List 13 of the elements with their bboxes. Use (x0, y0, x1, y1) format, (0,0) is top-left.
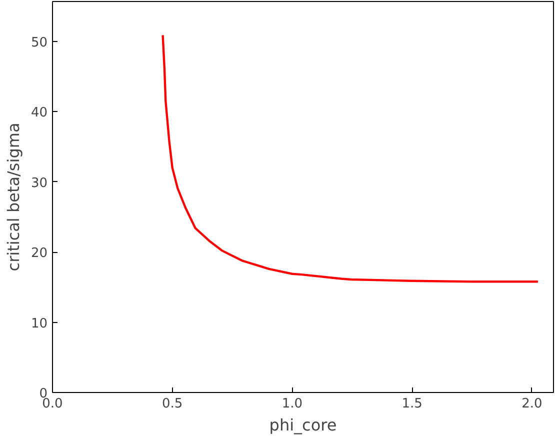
x-tick-label: 2.0 (522, 396, 542, 412)
x-tick-label: 1.5 (402, 396, 422, 412)
x-axis-title: phi_core (269, 416, 337, 434)
y-tick-label: 30 (30, 176, 48, 191)
x-tick-label: 0.0 (42, 396, 63, 412)
y-tick-label: 10 (30, 316, 48, 332)
y-axis-title: critical beta/sigma (4, 122, 23, 272)
x-tick-label: 1.0 (282, 396, 303, 412)
line-series (162, 34, 540, 283)
y-tick-label: 40 (30, 106, 48, 121)
x-tick-label: 0.5 (162, 396, 183, 412)
y-tick-label: 50 (30, 36, 48, 51)
y-tick-label: 20 (30, 246, 48, 262)
